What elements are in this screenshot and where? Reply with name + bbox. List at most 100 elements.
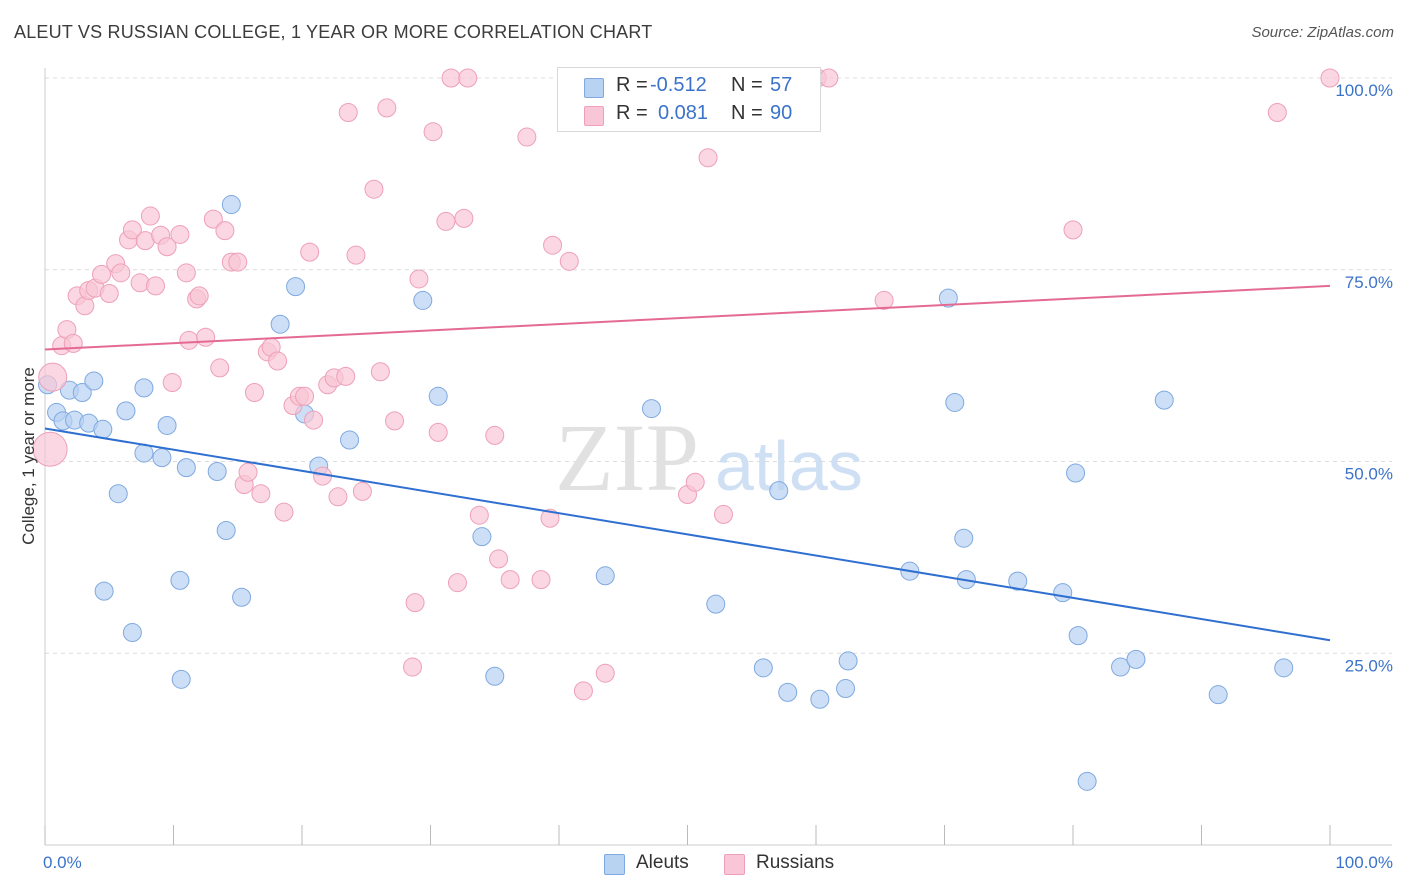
aleuts-point <box>134 378 154 398</box>
aleuts-point <box>116 401 136 421</box>
y-tick-label-75: 75.0% <box>1345 273 1393 292</box>
aleuts-point <box>472 527 492 547</box>
russians-point <box>268 351 288 371</box>
aleuts-point <box>753 658 773 678</box>
russians-point <box>469 505 489 525</box>
russians-r-label: R = <box>616 102 648 124</box>
russians-point <box>874 290 894 310</box>
russians-point <box>489 549 509 569</box>
russians-point <box>409 269 429 289</box>
y-tick-label-50: 50.0% <box>1345 465 1393 484</box>
aleuts-point <box>1053 583 1073 603</box>
russians-point <box>196 327 216 347</box>
aleuts-point <box>595 566 615 586</box>
russians-point <box>436 211 456 231</box>
russians-point <box>370 362 390 382</box>
aleuts-point <box>938 288 958 308</box>
aleuts-point <box>340 430 360 450</box>
aleuts-point <box>1068 626 1088 646</box>
russians-point <box>32 431 68 467</box>
aleuts-point <box>810 689 830 709</box>
aleuts-stat-row: R = -0.512 N = 57 <box>558 72 820 100</box>
gridlines <box>45 77 1392 654</box>
aleuts-point <box>94 581 114 601</box>
russians-point <box>300 242 320 262</box>
aleuts-point <box>1077 771 1097 791</box>
russians-swatch <box>584 106 604 126</box>
aleuts-point <box>207 461 227 481</box>
aleuts-point <box>232 587 252 607</box>
russians-point <box>228 252 248 272</box>
russians-point <box>215 221 235 241</box>
russians-point <box>485 425 505 445</box>
russians-point <box>38 362 68 392</box>
aleuts-point <box>93 419 113 439</box>
aleuts-n-label: N = <box>731 74 763 96</box>
russians-point <box>274 502 294 522</box>
russians-point <box>63 333 83 353</box>
watermark: ZIP atlas <box>555 404 863 511</box>
russians-point <box>251 484 271 504</box>
aleuts-point <box>108 484 128 504</box>
russians-point <box>210 358 230 378</box>
russians-point <box>454 208 474 228</box>
aleuts-point <box>954 528 974 548</box>
legend-swatch-russians <box>724 854 745 875</box>
aleuts-point <box>122 623 142 643</box>
aleuts-point <box>221 195 241 215</box>
aleuts-point <box>216 521 236 541</box>
russians-point <box>447 573 467 593</box>
russians-point <box>122 220 142 240</box>
aleuts-point <box>286 277 306 297</box>
russians-point <box>203 209 223 229</box>
russians-point <box>111 263 131 283</box>
russians-point <box>531 570 551 590</box>
russians-point <box>352 481 372 501</box>
aleuts-point <box>1111 657 1131 677</box>
russians-n-value: 90 <box>770 102 793 124</box>
russians-n-label: N = <box>731 102 763 124</box>
russians-point <box>238 462 258 482</box>
russians-point <box>295 386 315 406</box>
aleuts-point <box>706 594 726 614</box>
aleuts-point <box>838 651 858 671</box>
russians-point <box>819 68 839 88</box>
russians-point <box>1267 103 1287 123</box>
russians-point <box>543 235 563 255</box>
russians-point <box>179 330 199 350</box>
legend-label-aleuts: Aleuts <box>636 852 689 873</box>
aleuts-n-value: 57 <box>770 74 793 96</box>
aleuts-point <box>1154 390 1174 410</box>
chart-title: ALEUT VS RUSSIAN COLLEGE, 1 YEAR OR MORE… <box>14 22 653 42</box>
russians-point <box>244 382 264 402</box>
aleuts-point <box>642 399 662 419</box>
y-tick-label-25: 25.0% <box>1345 656 1393 675</box>
aleuts-trend-line <box>44 427 1331 642</box>
russians-point <box>540 508 560 528</box>
y-axis-label: College, 1 year or more <box>19 367 38 545</box>
watermark-zip: ZIP <box>555 404 699 511</box>
aleuts-point <box>428 386 448 406</box>
russians-point <box>385 411 405 431</box>
aleuts-point <box>769 481 789 501</box>
tick-labels: 25.0% 50.0% 75.0% 100.0% 0.0% 100.0% <box>43 81 1393 872</box>
aleuts-point <box>945 392 965 412</box>
aleuts-point <box>1008 571 1028 591</box>
russians-point <box>336 366 356 386</box>
russians-trend-line <box>44 284 1331 351</box>
russians-point <box>189 286 209 306</box>
russians-point <box>423 122 443 142</box>
aleuts-point <box>270 314 290 334</box>
russians-point <box>328 487 348 507</box>
aleuts-point <box>1274 658 1294 678</box>
aleuts-point <box>157 415 177 435</box>
aleuts-point <box>171 669 191 689</box>
russians-point <box>428 422 448 442</box>
aleuts-point <box>1126 649 1146 669</box>
russians-point <box>140 206 160 226</box>
russians-point <box>559 251 579 271</box>
aleuts-point <box>176 458 196 478</box>
source-label: Source: ZipAtlas.com <box>1251 24 1394 41</box>
russians-point <box>338 103 358 123</box>
